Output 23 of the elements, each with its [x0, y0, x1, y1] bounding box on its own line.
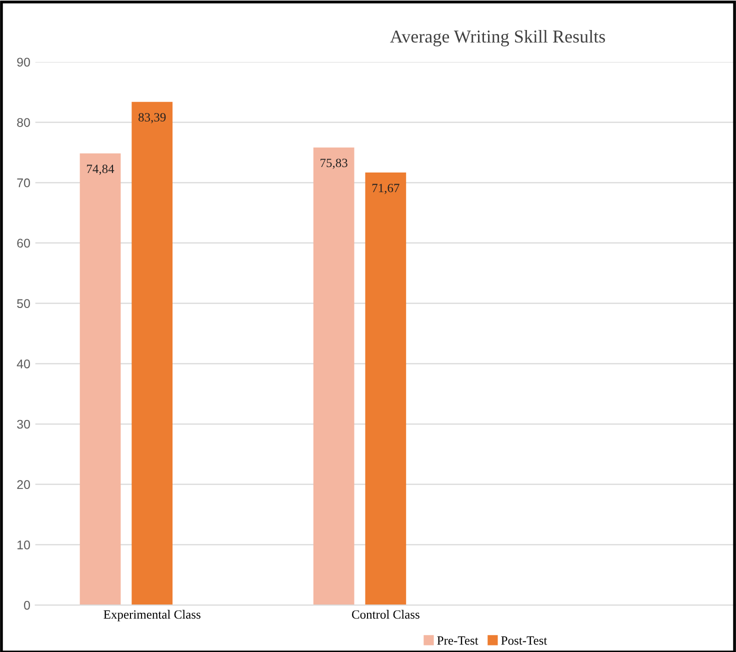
y-tick-label: 60 — [17, 238, 30, 248]
y-tick-label: 20 — [17, 480, 30, 490]
y-tick-label: 70 — [17, 178, 30, 188]
bar — [80, 153, 121, 606]
y-tick-label: 10 — [18, 540, 30, 550]
x-tick-label: Experimental Class — [104, 610, 200, 622]
y-tick-label: 40 — [16, 359, 30, 368]
y-tick-label: 50 — [17, 299, 30, 308]
data-label: 74,84 — [87, 164, 114, 175]
bar — [132, 102, 173, 606]
legend-label: Post-Test — [501, 636, 548, 645]
bar — [365, 172, 406, 606]
y-tick-label: 80 — [17, 118, 30, 127]
data-label: 71,67 — [372, 184, 400, 194]
x-tick-label: Control Class — [352, 610, 420, 619]
y-tick-label: 0 — [24, 600, 30, 610]
data-label: 75,83 — [320, 158, 348, 169]
legend-label: Pre-Test — [437, 636, 478, 645]
data-label: 83,39 — [138, 113, 166, 124]
y-tick-label: 30 — [17, 420, 30, 429]
chart-title: Average Writing Skill Results — [390, 30, 605, 46]
bar — [313, 147, 354, 606]
y-tick-label: 90 — [17, 58, 30, 67]
